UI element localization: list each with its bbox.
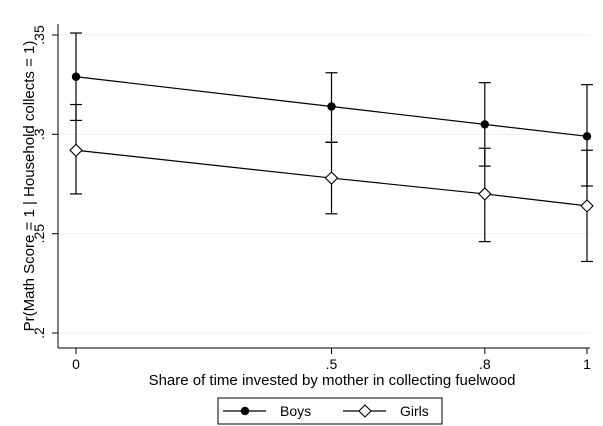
boys-point [327,102,336,111]
girls-line [75,149,588,207]
x-tick-label: .8 [479,356,491,372]
legend-girls-label: Girls [400,403,429,419]
x-axis-title: Share of time invested by mother in coll… [149,372,516,389]
series-layer [69,32,594,263]
girls-point [580,199,594,213]
y-axis-title: Pr(Math Score = 1 | Household collects =… [21,41,38,332]
x-tick-label: 0 [72,356,80,372]
legend: Boys Girls [217,397,443,425]
boys-point [71,72,81,81]
girls-point [324,171,339,185]
series-girls [69,103,594,263]
girls-point [69,143,83,158]
y-tick-label: .3 [31,128,47,140]
legend-boys-marker [240,406,250,416]
boys-point [582,132,592,141]
y-tick-label: .35 [31,25,47,45]
boys-line [75,76,588,137]
x-tick-label: .5 [326,356,338,372]
grid-layer [58,34,590,334]
x-tick-label: 1 [583,356,591,372]
ticks-layer: .2 .25 .3 .35 0 .5 .8 1 [31,25,591,372]
boys-point [480,120,489,129]
axes-layer [57,24,590,349]
y-tick-label: .25 [31,224,47,244]
legend-boys-label: Boys [280,403,311,419]
legend-girls-marker [358,404,372,418]
girls-point [478,187,492,201]
y-tick-label: .2 [31,327,47,339]
